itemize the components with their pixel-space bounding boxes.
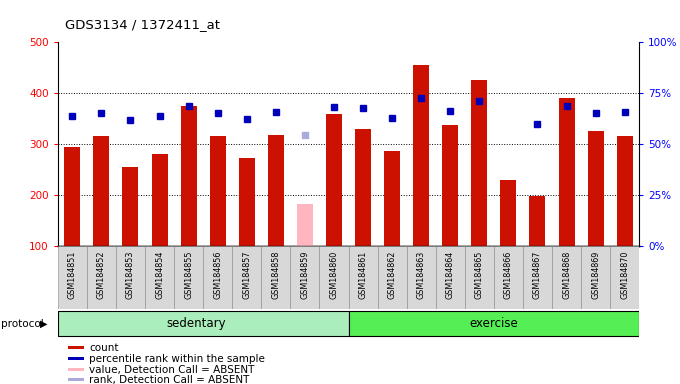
Bar (290, 246, 320, 309)
Bar (384, 151, 400, 246)
Bar (68, 368, 84, 371)
Text: GSM184870: GSM184870 (620, 251, 629, 299)
Bar (58, 311, 348, 336)
Bar (152, 154, 167, 246)
Text: GSM184866: GSM184866 (504, 251, 513, 299)
Bar (471, 80, 488, 246)
Text: GSM184853: GSM184853 (126, 251, 135, 299)
Bar (87, 246, 116, 309)
Text: GSM184856: GSM184856 (214, 251, 222, 299)
Bar (122, 167, 139, 246)
Bar (581, 246, 610, 309)
Bar (239, 158, 255, 246)
Text: GSM184862: GSM184862 (388, 251, 396, 299)
Bar (68, 357, 84, 360)
Bar (209, 136, 226, 246)
Bar (442, 125, 458, 246)
Text: GSM184869: GSM184869 (591, 251, 600, 299)
Text: GSM184854: GSM184854 (155, 251, 164, 299)
Bar (58, 246, 87, 309)
Bar (320, 246, 348, 309)
Bar (530, 196, 545, 246)
Bar (465, 246, 494, 309)
Bar (494, 246, 523, 309)
Text: exercise: exercise (469, 317, 518, 330)
Text: percentile rank within the sample: percentile rank within the sample (89, 354, 265, 364)
Bar (268, 135, 284, 246)
Text: rank, Detection Call = ABSENT: rank, Detection Call = ABSENT (89, 375, 250, 384)
Bar (348, 311, 639, 336)
Bar (232, 246, 261, 309)
Text: GSM184867: GSM184867 (533, 251, 542, 299)
Text: GDS3134 / 1372411_at: GDS3134 / 1372411_at (65, 18, 220, 31)
Text: GSM184865: GSM184865 (475, 251, 483, 299)
Text: sedentary: sedentary (166, 317, 226, 330)
Bar (552, 246, 581, 309)
Bar (500, 180, 516, 246)
Text: ▶: ▶ (40, 318, 48, 329)
Bar (181, 106, 197, 246)
Text: GSM184857: GSM184857 (242, 251, 251, 300)
Bar (348, 246, 377, 309)
Bar (68, 346, 84, 349)
Bar (355, 129, 371, 246)
Bar (558, 98, 575, 246)
Text: GSM184855: GSM184855 (184, 251, 193, 300)
Bar (610, 246, 639, 309)
Text: count: count (89, 343, 119, 353)
Bar (203, 246, 232, 309)
Bar (68, 378, 84, 381)
Text: GSM184860: GSM184860 (330, 251, 339, 299)
Bar (436, 246, 465, 309)
Text: GSM184861: GSM184861 (358, 251, 367, 299)
Text: value, Detection Call = ABSENT: value, Detection Call = ABSENT (89, 365, 255, 375)
Text: GSM184852: GSM184852 (97, 251, 106, 300)
Bar (413, 65, 429, 246)
Text: protocol: protocol (1, 318, 44, 329)
Text: GSM184868: GSM184868 (562, 251, 571, 299)
Text: GSM184859: GSM184859 (301, 251, 309, 300)
Bar (145, 246, 174, 309)
Bar (174, 246, 203, 309)
Bar (377, 246, 407, 309)
Bar (617, 136, 632, 246)
Bar (261, 246, 290, 309)
Bar (116, 246, 145, 309)
Bar (326, 114, 342, 246)
Bar (65, 147, 80, 246)
Text: GSM184864: GSM184864 (446, 251, 455, 299)
Text: GSM184851: GSM184851 (68, 251, 77, 299)
Bar (93, 136, 109, 246)
Bar (407, 246, 436, 309)
Text: GSM184858: GSM184858 (271, 251, 280, 299)
Bar (297, 204, 313, 246)
Bar (523, 246, 552, 309)
Bar (588, 131, 604, 246)
Text: GSM184863: GSM184863 (417, 251, 426, 299)
